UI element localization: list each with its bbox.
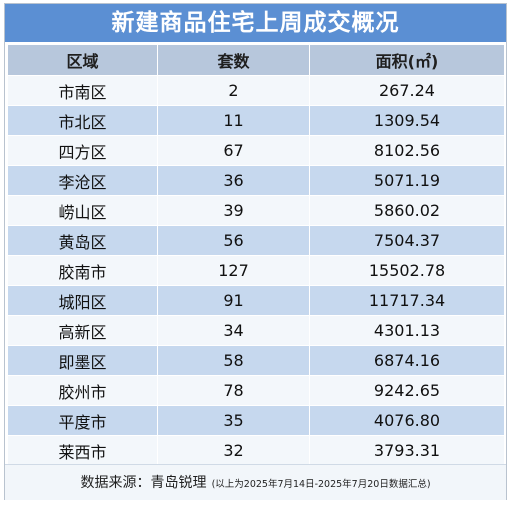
cell-region: 四方区 (7, 135, 158, 166)
table-row: 城阳区 91 11717.34 (7, 285, 505, 316)
cell-region: 平度市 (7, 405, 158, 436)
cell-region: 胶南市 (7, 255, 158, 286)
table-row: 胶州市 78 9242.65 (7, 375, 505, 406)
cell-region: 崂山区 (7, 195, 158, 226)
cell-region: 胶州市 (7, 375, 158, 406)
cell-units: 78 (157, 375, 310, 406)
cell-units: 11 (157, 105, 310, 136)
cell-units: 67 (157, 135, 310, 166)
header-region: 区域 (7, 44, 158, 76)
cell-units: 34 (157, 315, 310, 346)
cell-area: 267.24 (309, 75, 505, 106)
header-units: 套数 (157, 44, 310, 76)
cell-area: 1309.54 (309, 105, 505, 136)
table-row: 胶南市 127 15502.78 (7, 255, 505, 286)
cell-area: 11717.34 (309, 285, 505, 316)
cell-region: 市南区 (7, 75, 158, 106)
source-footer: 数据来源：青岛锐理 (以上为2025年7月14日-2025年7月20日数据汇总) (5, 464, 506, 500)
cell-region: 高新区 (7, 315, 158, 346)
table-row: 市北区 11 1309.54 (7, 105, 505, 136)
cell-region: 市北区 (7, 105, 158, 136)
source-label: 数据来源：青岛锐理 (80, 475, 207, 491)
cell-area: 9242.65 (309, 375, 505, 406)
cell-region: 李沧区 (7, 165, 158, 196)
cell-region: 即墨区 (7, 345, 158, 376)
cell-units: 58 (157, 345, 310, 376)
cell-area: 6874.16 (309, 345, 505, 376)
cell-region: 莱西市 (7, 435, 158, 466)
cell-area: 7504.37 (309, 225, 505, 256)
cell-units: 56 (157, 225, 310, 256)
cell-units: 32 (157, 435, 310, 466)
cell-region: 黄岛区 (7, 225, 158, 256)
table-row: 即墨区 58 6874.16 (7, 345, 505, 376)
cell-area: 3793.31 (309, 435, 505, 466)
cell-area: 8102.56 (309, 135, 505, 166)
table-row: 莱西市 32 3793.31 (7, 435, 505, 466)
cell-units: 2 (157, 75, 310, 106)
cell-area: 4076.80 (309, 405, 505, 436)
table-row: 平度市 35 4076.80 (7, 405, 505, 436)
table-header-row: 区域 套数 面积(㎡) (7, 44, 505, 76)
cell-area: 5860.02 (309, 195, 505, 226)
table-row: 四方区 67 8102.56 (7, 135, 505, 166)
table-row: 李沧区 36 5071.19 (7, 165, 505, 196)
sales-table: 区域 套数 面积(㎡) 市南区 2 267.24 市北区 11 1309.54 … (7, 44, 505, 466)
table-row: 崂山区 39 5860.02 (7, 195, 505, 226)
cell-area: 4301.13 (309, 315, 505, 346)
cell-units: 39 (157, 195, 310, 226)
cell-region: 城阳区 (7, 285, 158, 316)
cell-units: 127 (157, 255, 310, 286)
cell-units: 91 (157, 285, 310, 316)
cell-area: 15502.78 (309, 255, 505, 286)
table-row: 黄岛区 56 7504.37 (7, 225, 505, 256)
cell-units: 35 (157, 405, 310, 436)
table-row: 市南区 2 267.24 (7, 75, 505, 106)
date-range-note: (以上为2025年7月14日-2025年7月20日数据汇总) (211, 479, 431, 490)
cell-units: 36 (157, 165, 310, 196)
header-area: 面积(㎡) (309, 44, 505, 76)
table-row: 高新区 34 4301.13 (7, 315, 505, 346)
report-title: 新建商品住宅上周成交概况 (5, 4, 506, 42)
cell-area: 5071.19 (309, 165, 505, 196)
report-card: 新建商品住宅上周成交概况 区域 套数 面积(㎡) 市南区 2 267.24 市北… (4, 3, 507, 500)
